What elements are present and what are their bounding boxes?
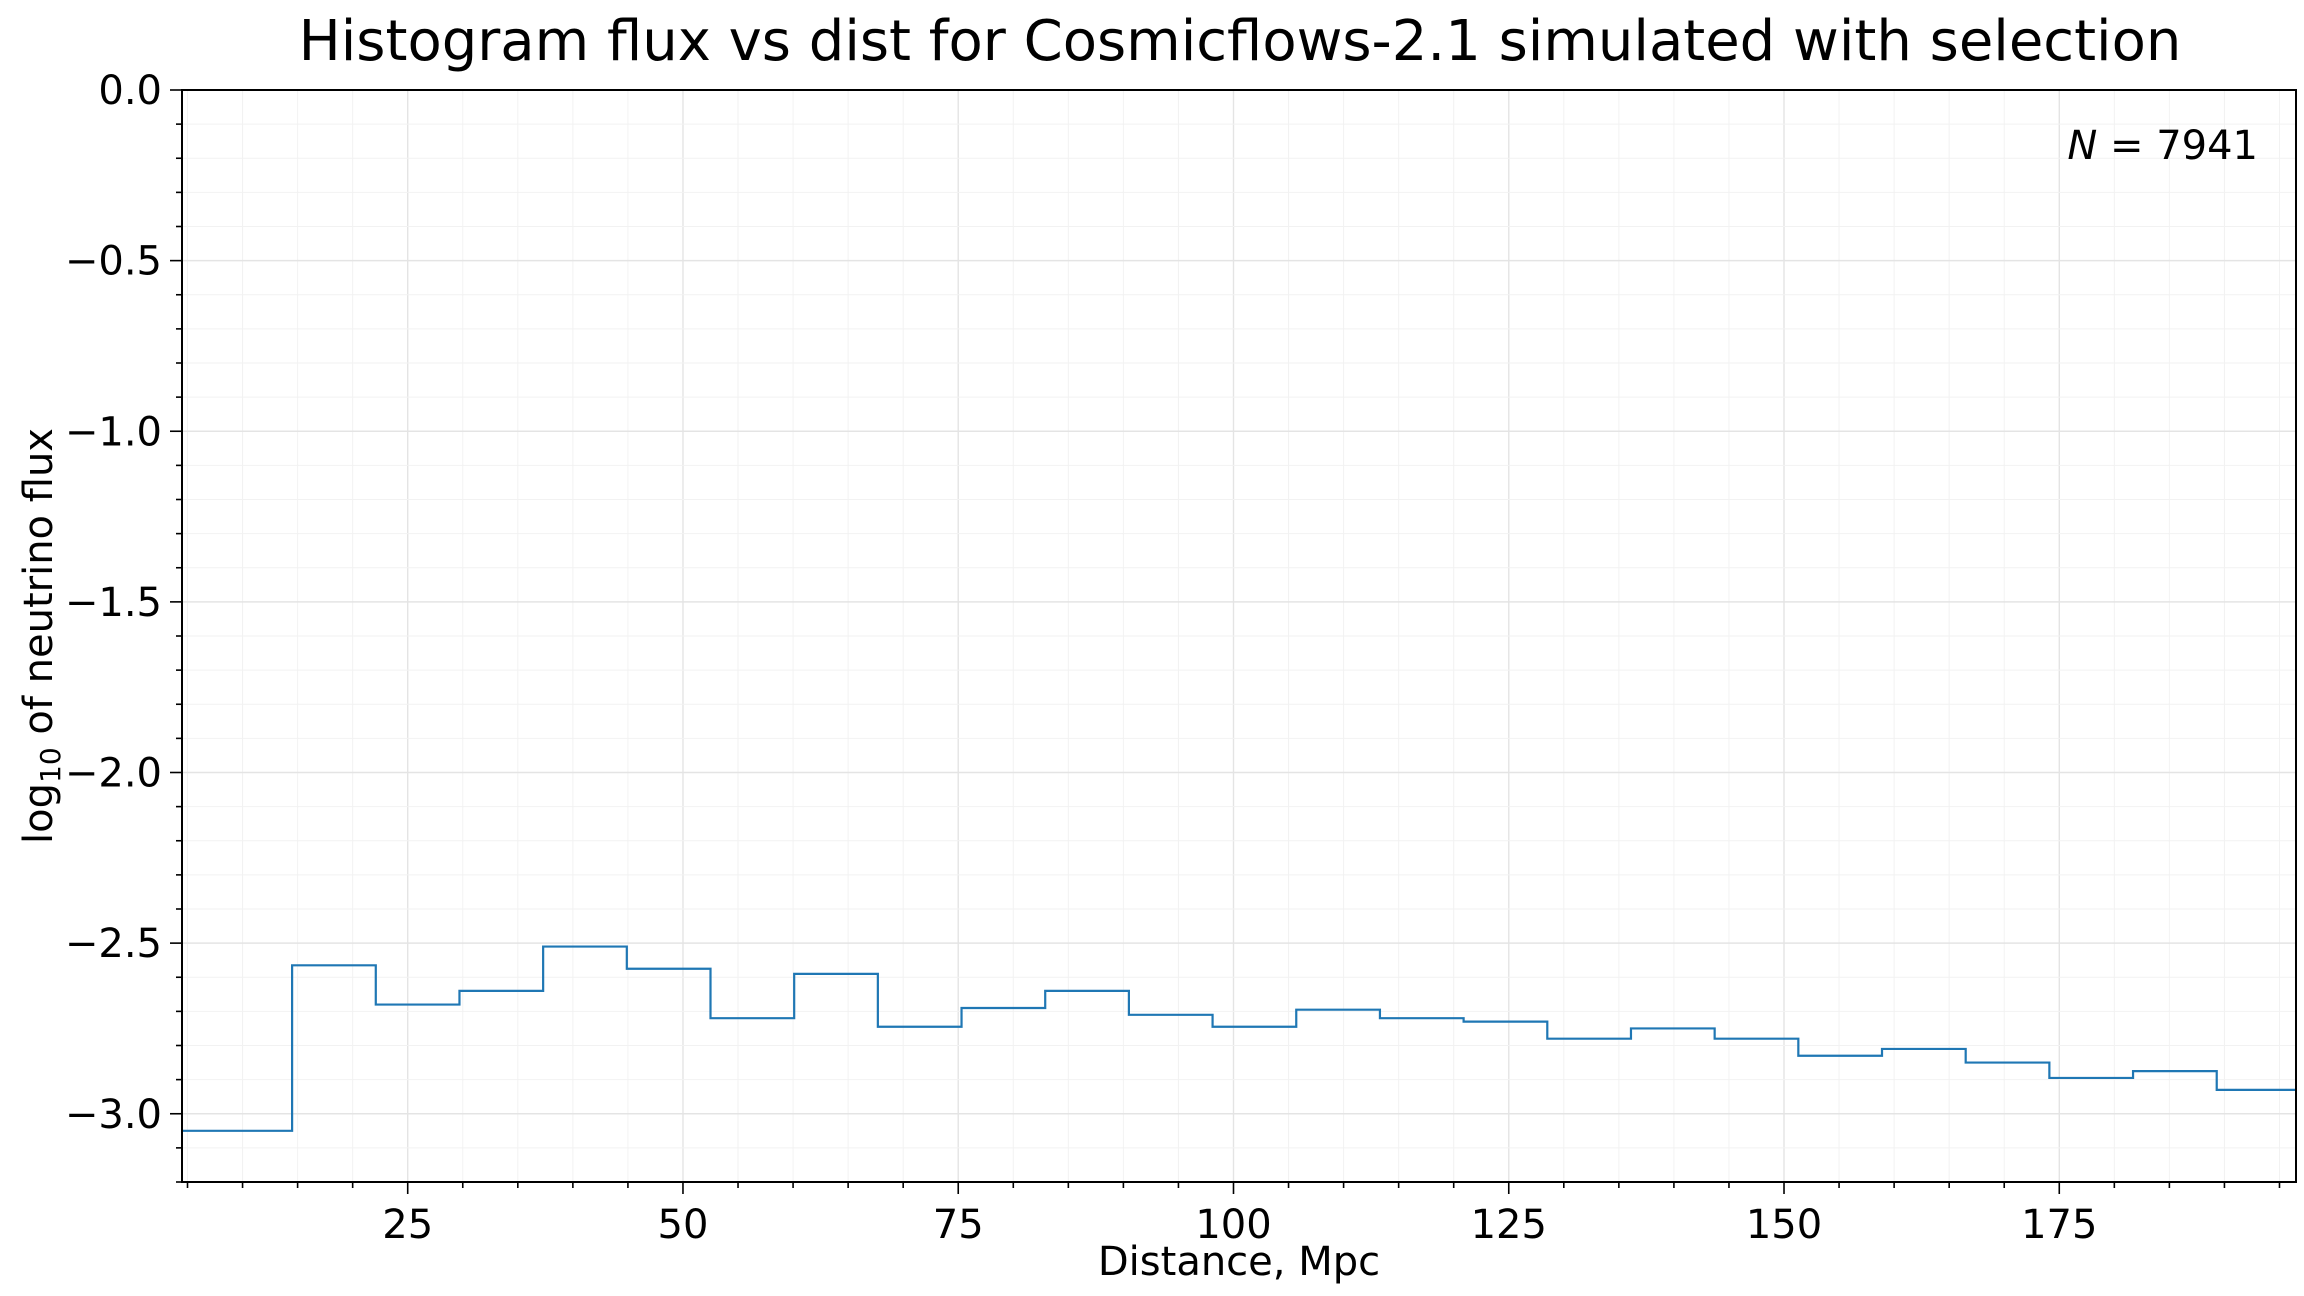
x-tick-label: 150 bbox=[1746, 1202, 1822, 1248]
x-axis-label: Distance, Mpc bbox=[1098, 1239, 1380, 1285]
x-axis-ticks: 25 50 75 100 125 150 175 bbox=[186, 1182, 2281, 1248]
grid-lines bbox=[182, 89, 2296, 1183]
x-tick-label: 125 bbox=[1471, 1202, 1547, 1248]
y-tick-label: 0.0 bbox=[98, 68, 162, 114]
count-annotation-eq: = bbox=[2097, 123, 2156, 169]
x-tick-label: 100 bbox=[1195, 1202, 1271, 1248]
y-axis-ticks: 0.0 −0.5 −1.0 −1.5 −2.0 −2.5 −3.0 bbox=[65, 68, 182, 1183]
y-tick-label: −1.0 bbox=[65, 409, 162, 455]
chart-title: Histogram flux vs dist for Cosmicflows-2… bbox=[299, 9, 2182, 74]
x-tick-label: 175 bbox=[2021, 1202, 2097, 1248]
plot-frame bbox=[181, 89, 2297, 1183]
x-tick-label: 25 bbox=[382, 1202, 433, 1248]
x-tick-label: 75 bbox=[933, 1202, 984, 1248]
count-annotation-value: 7941 bbox=[2156, 123, 2258, 169]
x-tick-label: 50 bbox=[658, 1202, 709, 1248]
histogram-step-line bbox=[182, 945, 2296, 1132]
y-axis-label-sub: 10 bbox=[34, 747, 67, 783]
count-annotation-var: N bbox=[2067, 123, 2097, 169]
y-tick-label: −2.0 bbox=[65, 751, 162, 797]
y-axis-label-rest: of neutrino flux bbox=[16, 428, 62, 747]
count-annotation: N = 7941 bbox=[2067, 123, 2258, 169]
y-tick-label: −2.5 bbox=[65, 921, 162, 967]
y-tick-label: −0.5 bbox=[65, 239, 162, 285]
y-tick-label: −3.0 bbox=[65, 1092, 162, 1138]
y-axis-label-main: log bbox=[16, 783, 62, 844]
y-tick-label: −1.5 bbox=[65, 580, 162, 626]
y-axis-label: log10 of neutrino flux bbox=[16, 428, 67, 844]
